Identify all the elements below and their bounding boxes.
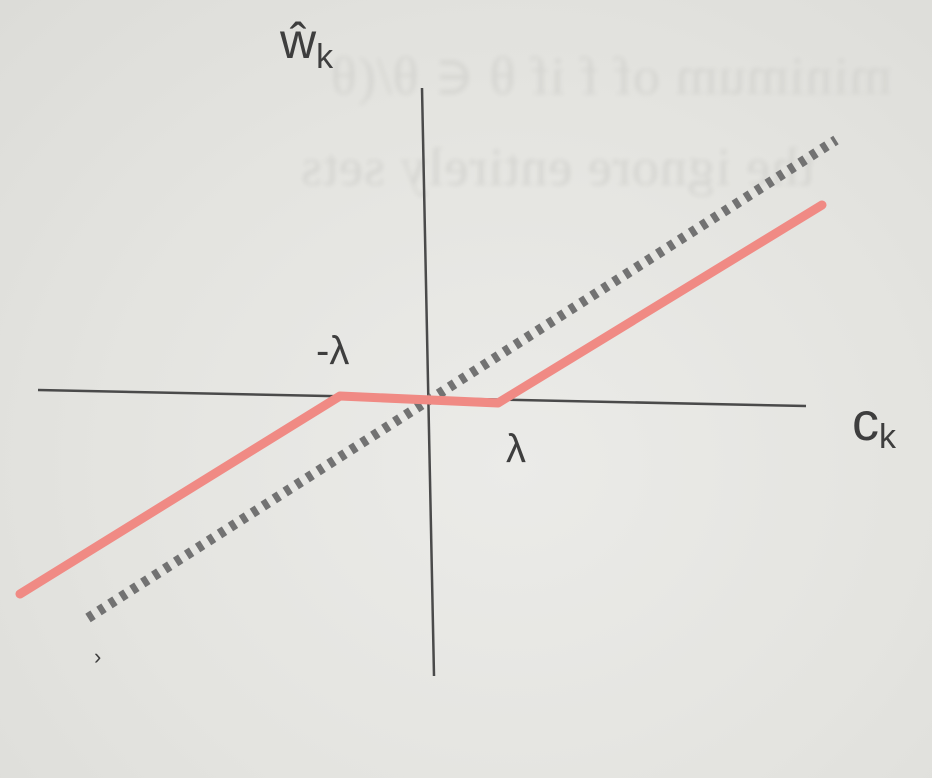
- x-axis-label: ck: [852, 392, 897, 456]
- soft-threshold-line: [15, 200, 827, 599]
- x-axis-label-main: c: [852, 392, 879, 452]
- y-axis: [420, 87, 436, 677]
- pos-lambda-label: λ: [506, 427, 526, 471]
- x-axis-label-subscript: k: [879, 418, 897, 456]
- neg-lambda-label: -λ: [316, 329, 349, 373]
- y-axis-label-subscript: k: [316, 38, 334, 76]
- y-axis-label-main: ŵ: [279, 13, 317, 69]
- y-axis-label: ŵk: [279, 13, 334, 76]
- stray-mark: ›: [94, 644, 101, 669]
- identity-dotted-line: [85, 135, 839, 623]
